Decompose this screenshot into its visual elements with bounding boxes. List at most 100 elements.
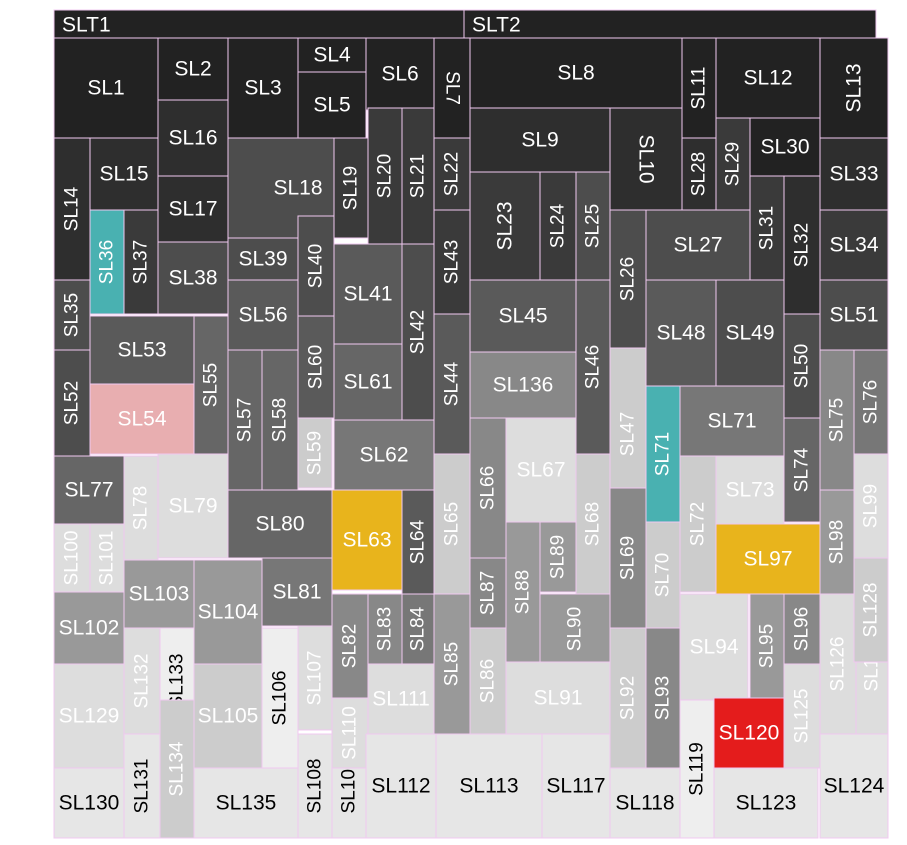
cell-label: SL99 [861, 484, 882, 528]
treemap-cell-sl90: SL90 [539, 593, 611, 665]
cell-rect [713, 767, 819, 839]
treemap-cell-sl107: SL107 [297, 625, 333, 731]
cell-rect [193, 315, 229, 455]
treemap-cell-sl72: SL72 [679, 455, 717, 593]
cell-label: SL71 [653, 432, 674, 476]
treemap-cells: SL1 SL2 SL3 SL4 SL5 SL6 SL7 SL8 SL9 SL10 SL11 SL12 S… [53, 37, 889, 839]
treemap-cell-sl35: SL35 [53, 279, 91, 351]
cell-rect [367, 663, 435, 735]
cell-rect [89, 209, 125, 315]
cell-label: SL12 [743, 67, 792, 90]
cell-rect [89, 383, 195, 455]
treemap-cell-sl59: SL59 [297, 417, 333, 489]
treemap-cell-sl101: SL101 [89, 523, 125, 593]
treemap-cell-sl28: SL28 [681, 137, 717, 211]
cell-label: SL47 [618, 412, 639, 456]
treemap-cell-sl85: SL85 [433, 593, 471, 735]
treemap-cell-sl50: SL50 [783, 313, 821, 419]
cell-rect [123, 455, 159, 561]
treemap-cell-sl104: SL104 [193, 559, 263, 665]
cell-rect [505, 417, 577, 523]
cell-label: SL64 [408, 519, 429, 564]
treemap-cell-sl77: SL77 [53, 455, 125, 525]
cell-label: SL120 [719, 722, 780, 745]
treemap-cell-sl8: SL8 [469, 37, 683, 109]
cell-label: SL45 [498, 305, 547, 328]
treemap-cell-sl113: SL113 [435, 733, 543, 839]
cell-label: SL84 [408, 606, 429, 651]
cell-rect [609, 487, 647, 629]
cell-rect [433, 137, 471, 211]
treemap-cell-sl62: SL62 [333, 419, 435, 491]
treemap-cell-sl79: SL79 [157, 453, 229, 559]
cell-rect [193, 767, 299, 839]
cell-rect [333, 419, 435, 491]
cell-rect [645, 209, 751, 281]
cell-label: SL52 [62, 381, 83, 425]
treemap-cell-sl55: SL55 [193, 315, 229, 455]
cell-rect [679, 385, 785, 457]
cell-rect [261, 627, 299, 769]
treemap-cell-sl97: SL97 [715, 523, 821, 595]
cell-label: SL98 [827, 520, 848, 564]
cell-rect [609, 627, 647, 769]
cell-rect [433, 313, 471, 455]
cell-label: SL112 [371, 775, 430, 798]
cell-label: SL87 [478, 571, 499, 615]
cell-rect [783, 313, 821, 419]
treemap-cell-sl98: SL98 [819, 489, 855, 595]
cell-label: SL123 [736, 792, 797, 815]
cell-label: SL31 [757, 206, 778, 250]
cell-label: SL105 [198, 705, 259, 728]
cell-label: SL10 [635, 134, 658, 183]
treemap-cell-sl9: SL9 [469, 107, 611, 173]
cell-label: SL15 [99, 163, 148, 186]
cell-rect [193, 559, 263, 665]
cell-label: SL74 [792, 447, 813, 492]
cell-label: SL35 [62, 293, 83, 337]
cell-label: SL134 [167, 741, 188, 796]
cell-label: SL4 [313, 44, 351, 67]
cell-rect [539, 521, 577, 593]
cell-label: SL58 [270, 398, 291, 442]
cell-label: SL3 [244, 77, 281, 100]
cell-label: SL95 [757, 624, 778, 668]
treemap-cell-sl117: SL117 [541, 733, 611, 839]
treemap-cell-sl17: SL17 [157, 175, 229, 243]
cell-rect [541, 733, 611, 839]
cell-rect [53, 663, 125, 769]
treemap-cell-sl24: SL24 [539, 171, 577, 281]
treemap-cell-sl45: SL45 [469, 279, 577, 353]
cell-rect [53, 523, 91, 593]
treemap-cell-sl111: SL111 [367, 663, 435, 735]
cell-label: SL8 [557, 62, 594, 85]
cell-rect [53, 37, 159, 139]
treemap-cell-sl131: SL131 [123, 733, 161, 839]
treemap-cell-sl3: SL3 [227, 37, 299, 139]
cell-rect [333, 243, 403, 345]
cell-label: SL103 [129, 583, 190, 606]
cell-label: SL22 [442, 152, 463, 196]
cell-label: SL44 [442, 361, 463, 406]
treemap-cell-sl70: SL70 [645, 521, 681, 629]
cell-rect [645, 279, 717, 387]
cell-label: SL1 [87, 77, 124, 100]
cell-rect [715, 117, 751, 211]
treemap-cell-sl126: SL126 [819, 593, 857, 735]
cell-rect [261, 557, 333, 627]
treemap-cell-sl65: SL65 [433, 453, 471, 595]
cell-rect [505, 661, 611, 735]
cell-rect [609, 107, 683, 211]
cell-label: SL119 [687, 742, 708, 796]
cell-label: SL130 [59, 792, 120, 815]
treemap-cell-sl80: SL80 [227, 489, 333, 559]
treemap-cell-sl96: SL96 [783, 593, 821, 665]
treemap-cell-sl21: SL21 [401, 107, 435, 245]
treemap-cell-sl29: SL29 [715, 117, 751, 211]
cell-rect [435, 733, 543, 839]
cell-label: SL6 [381, 63, 418, 86]
treemap-cell-sl12: SL12 [715, 37, 821, 119]
treemap-cell-sl75: SL75 [819, 349, 855, 491]
treemap-cell-sl88: SL88 [505, 521, 541, 663]
